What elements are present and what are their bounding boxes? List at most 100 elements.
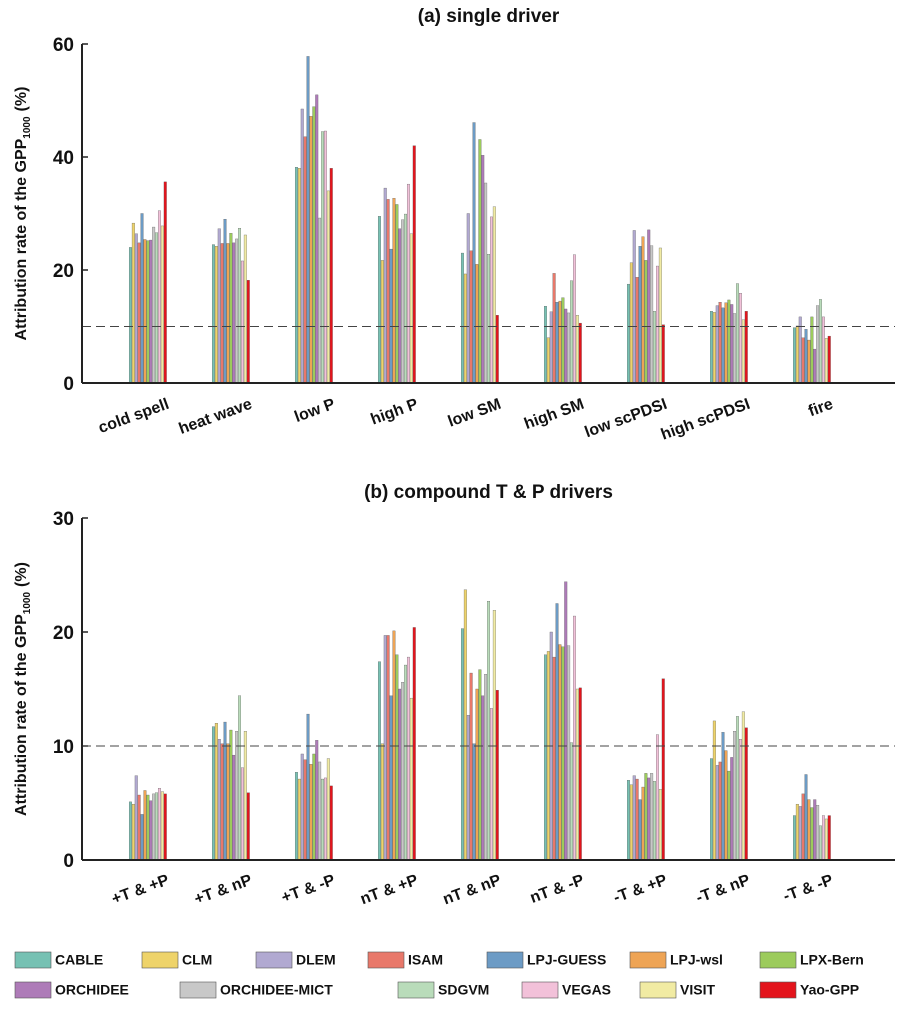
bar	[573, 254, 576, 384]
bar	[827, 335, 831, 384]
bar	[223, 721, 227, 861]
chart-title: (b) compound T & P drivers	[364, 482, 613, 503]
bar	[137, 794, 141, 861]
bar	[131, 222, 135, 384]
y-axis-label-main: Attribution rate of the GPP	[13, 614, 30, 816]
x-tick-label: -T & -P	[781, 872, 836, 906]
bar	[398, 228, 402, 384]
bar	[226, 243, 230, 384]
x-tick-label: fire	[806, 396, 835, 421]
bar	[549, 311, 553, 384]
bar	[312, 106, 316, 384]
legend-swatch	[486, 951, 524, 969]
bar	[392, 630, 396, 861]
bar	[217, 228, 221, 384]
bar	[492, 206, 496, 384]
bar	[816, 805, 820, 861]
legend-swatch	[639, 981, 677, 999]
bar	[152, 793, 156, 861]
bar	[658, 247, 662, 384]
bar	[661, 678, 665, 861]
legend-swatch	[397, 981, 435, 999]
y-tick-label: 40	[53, 148, 74, 169]
bar	[650, 245, 654, 384]
bar	[323, 777, 327, 861]
bar	[552, 656, 556, 861]
x-tick-label: nT & -P	[528, 872, 587, 907]
bar	[392, 198, 396, 384]
x-tick-label: -T & nP	[694, 872, 753, 907]
x-tick-label: +T & nP	[192, 872, 255, 909]
x-tick-label: low scPDSI	[583, 396, 670, 441]
bar	[329, 168, 333, 384]
bar	[656, 734, 659, 861]
legend-swatch	[179, 981, 217, 999]
bar	[395, 204, 399, 384]
legend-label: DLEM	[296, 952, 336, 968]
x-tick-label: low SM	[446, 396, 504, 431]
bar	[377, 216, 381, 384]
bar	[389, 248, 393, 384]
bar	[801, 793, 805, 861]
bar	[303, 759, 307, 861]
bar	[741, 319, 745, 384]
bar	[318, 761, 322, 861]
bar	[466, 715, 470, 861]
bar	[575, 688, 579, 861]
bar	[306, 56, 310, 384]
bar	[306, 713, 310, 861]
bar	[386, 635, 390, 861]
bar	[134, 775, 138, 861]
bar	[656, 265, 659, 384]
bar	[570, 280, 573, 384]
bar	[294, 772, 298, 861]
bar	[495, 689, 499, 861]
bar	[647, 777, 651, 861]
bar	[395, 654, 399, 861]
bar	[157, 788, 161, 861]
bar	[544, 306, 547, 384]
bar	[152, 226, 156, 384]
bar	[149, 239, 153, 384]
x-tick-label: nT & +P	[358, 872, 421, 909]
legend-label: ORCHIDEE-MICT	[220, 982, 333, 998]
bar	[489, 708, 493, 861]
bar	[744, 311, 748, 384]
bar	[793, 815, 796, 861]
bar	[733, 731, 737, 861]
bar	[163, 793, 167, 861]
bar	[635, 778, 639, 861]
bar	[552, 273, 556, 384]
bar	[131, 803, 135, 861]
bar	[819, 825, 822, 861]
bar	[475, 264, 479, 384]
bar	[243, 731, 247, 861]
bar	[733, 313, 737, 384]
x-tick-label: +T & +P	[110, 872, 172, 908]
bar	[321, 778, 324, 861]
bar	[641, 786, 645, 861]
y-tick-label: 20	[53, 261, 74, 282]
bar	[160, 791, 164, 861]
bar	[146, 240, 150, 384]
x-tick-label: high scPDSI	[659, 396, 753, 444]
bar	[469, 672, 473, 861]
bar	[140, 213, 144, 384]
bar	[658, 789, 662, 861]
bar	[380, 743, 384, 861]
bar	[128, 801, 132, 861]
bar	[647, 229, 651, 384]
bar	[229, 729, 233, 861]
x-tick-label: -T & +P	[611, 872, 669, 907]
bar	[484, 674, 488, 861]
bar	[627, 283, 630, 384]
bar	[721, 732, 725, 861]
legend-swatch	[629, 951, 667, 969]
bar	[724, 750, 728, 861]
bar	[300, 108, 304, 384]
legend-swatch	[367, 951, 405, 969]
x-tick-label: nT & nP	[441, 872, 504, 909]
bar	[469, 250, 473, 384]
bar	[329, 785, 333, 861]
